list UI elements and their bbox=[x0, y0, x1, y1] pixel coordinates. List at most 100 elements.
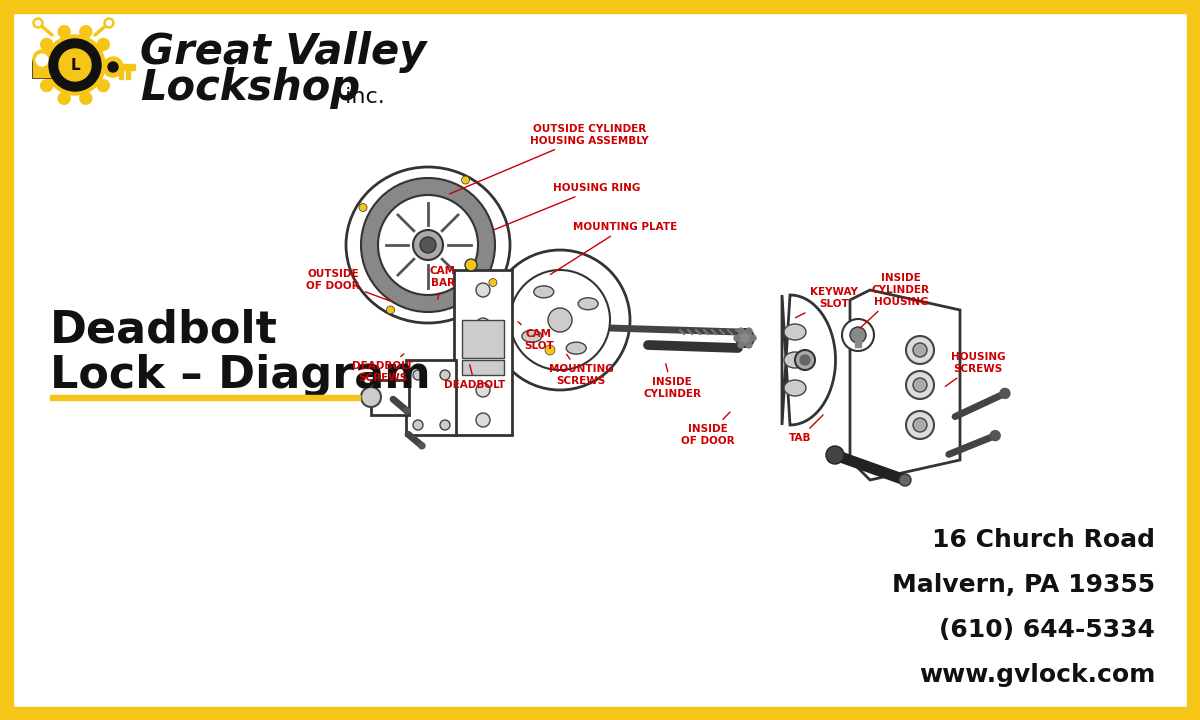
Circle shape bbox=[548, 308, 572, 332]
Circle shape bbox=[97, 80, 109, 91]
Circle shape bbox=[1000, 388, 1010, 398]
Bar bbox=[0, 707, 1200, 720]
Circle shape bbox=[46, 35, 106, 95]
Text: www.gvlock.com: www.gvlock.com bbox=[919, 663, 1154, 687]
Bar bbox=[462, 320, 504, 358]
Circle shape bbox=[41, 38, 53, 50]
Text: INSIDE
CYLINDER: INSIDE CYLINDER bbox=[643, 364, 701, 399]
Circle shape bbox=[796, 350, 815, 370]
Ellipse shape bbox=[378, 195, 478, 295]
Bar bbox=[854, 335, 862, 347]
Bar bbox=[119, 70, 124, 74]
Text: DEADBOLT: DEADBOLT bbox=[444, 365, 505, 390]
Text: MOUNTING PLATE: MOUNTING PLATE bbox=[551, 222, 677, 274]
Text: OUTSIDE CYLINDER
HOUSING ASSEMBLY: OUTSIDE CYLINDER HOUSING ASSEMBLY bbox=[450, 125, 649, 194]
Circle shape bbox=[476, 318, 490, 332]
Circle shape bbox=[490, 250, 630, 390]
Ellipse shape bbox=[361, 178, 496, 312]
Circle shape bbox=[738, 342, 744, 348]
Bar bbox=[0, 0, 13, 720]
Circle shape bbox=[420, 237, 436, 253]
Circle shape bbox=[440, 420, 450, 430]
Text: TAB: TAB bbox=[788, 415, 823, 443]
Circle shape bbox=[80, 26, 92, 37]
Bar bbox=[126, 75, 130, 79]
Ellipse shape bbox=[784, 324, 806, 340]
Circle shape bbox=[466, 259, 478, 271]
Circle shape bbox=[359, 204, 367, 212]
Circle shape bbox=[419, 443, 425, 449]
Text: HOUSING
SCREWS: HOUSING SCREWS bbox=[946, 352, 1006, 387]
Text: CAM
SLOT: CAM SLOT bbox=[518, 322, 553, 351]
Circle shape bbox=[800, 355, 810, 365]
Circle shape bbox=[906, 371, 934, 399]
Circle shape bbox=[736, 329, 754, 347]
Text: INSIDE
OF DOOR: INSIDE OF DOOR bbox=[682, 412, 734, 446]
Bar bbox=[462, 360, 504, 375]
Circle shape bbox=[107, 20, 112, 25]
Circle shape bbox=[404, 408, 410, 414]
Circle shape bbox=[34, 59, 46, 71]
Circle shape bbox=[59, 49, 91, 81]
Circle shape bbox=[990, 431, 1000, 441]
Bar bbox=[113, 64, 134, 70]
Circle shape bbox=[34, 18, 43, 28]
Text: OUTSIDE
OF DOOR: OUTSIDE OF DOOR bbox=[306, 269, 390, 301]
Circle shape bbox=[361, 387, 382, 407]
Polygon shape bbox=[850, 290, 960, 480]
Circle shape bbox=[413, 420, 424, 430]
Circle shape bbox=[899, 474, 911, 486]
Circle shape bbox=[476, 413, 490, 427]
Ellipse shape bbox=[534, 286, 553, 298]
Text: (610) 644-5334: (610) 644-5334 bbox=[940, 618, 1154, 642]
Circle shape bbox=[913, 418, 928, 432]
Circle shape bbox=[440, 370, 450, 380]
Ellipse shape bbox=[784, 352, 806, 368]
Text: CAM
BAR: CAM BAR bbox=[430, 266, 456, 300]
Circle shape bbox=[906, 336, 934, 364]
Circle shape bbox=[58, 92, 70, 104]
Circle shape bbox=[510, 270, 610, 370]
Ellipse shape bbox=[346, 167, 510, 323]
Circle shape bbox=[476, 383, 490, 397]
Text: Deadbolt: Deadbolt bbox=[50, 308, 278, 351]
Text: Lockshop: Lockshop bbox=[140, 67, 360, 109]
Text: 16 Church Road: 16 Church Road bbox=[932, 528, 1154, 552]
Text: MOUNTING
SCREWS: MOUNTING SCREWS bbox=[548, 354, 613, 386]
Circle shape bbox=[104, 59, 116, 71]
Circle shape bbox=[746, 342, 752, 348]
Polygon shape bbox=[782, 295, 835, 425]
Bar bbox=[371, 380, 409, 415]
Circle shape bbox=[906, 411, 934, 439]
Text: L: L bbox=[70, 58, 80, 73]
Circle shape bbox=[750, 335, 756, 341]
Circle shape bbox=[58, 26, 70, 37]
Circle shape bbox=[104, 18, 114, 28]
Ellipse shape bbox=[578, 298, 598, 310]
Circle shape bbox=[386, 306, 395, 314]
Circle shape bbox=[913, 378, 928, 392]
Circle shape bbox=[41, 80, 53, 91]
Circle shape bbox=[842, 319, 874, 351]
Circle shape bbox=[746, 328, 752, 334]
Circle shape bbox=[34, 52, 50, 68]
Circle shape bbox=[913, 343, 928, 357]
Text: inc.: inc. bbox=[338, 87, 385, 107]
Circle shape bbox=[545, 345, 554, 355]
Ellipse shape bbox=[522, 330, 542, 342]
Circle shape bbox=[97, 38, 109, 50]
Circle shape bbox=[36, 20, 41, 25]
Text: INSIDE
CYLINDER
HOUSING: INSIDE CYLINDER HOUSING bbox=[860, 274, 930, 328]
Circle shape bbox=[413, 370, 424, 380]
Text: HOUSING RING: HOUSING RING bbox=[493, 183, 641, 230]
Bar bbox=[1187, 0, 1200, 720]
Ellipse shape bbox=[784, 380, 806, 396]
Circle shape bbox=[80, 92, 92, 104]
Bar bbox=[406, 360, 456, 435]
Circle shape bbox=[413, 230, 443, 260]
Bar bbox=[126, 70, 130, 74]
Ellipse shape bbox=[566, 342, 587, 354]
Text: Malvern, PA 19355: Malvern, PA 19355 bbox=[892, 573, 1154, 597]
Circle shape bbox=[850, 327, 866, 343]
Circle shape bbox=[734, 335, 740, 341]
